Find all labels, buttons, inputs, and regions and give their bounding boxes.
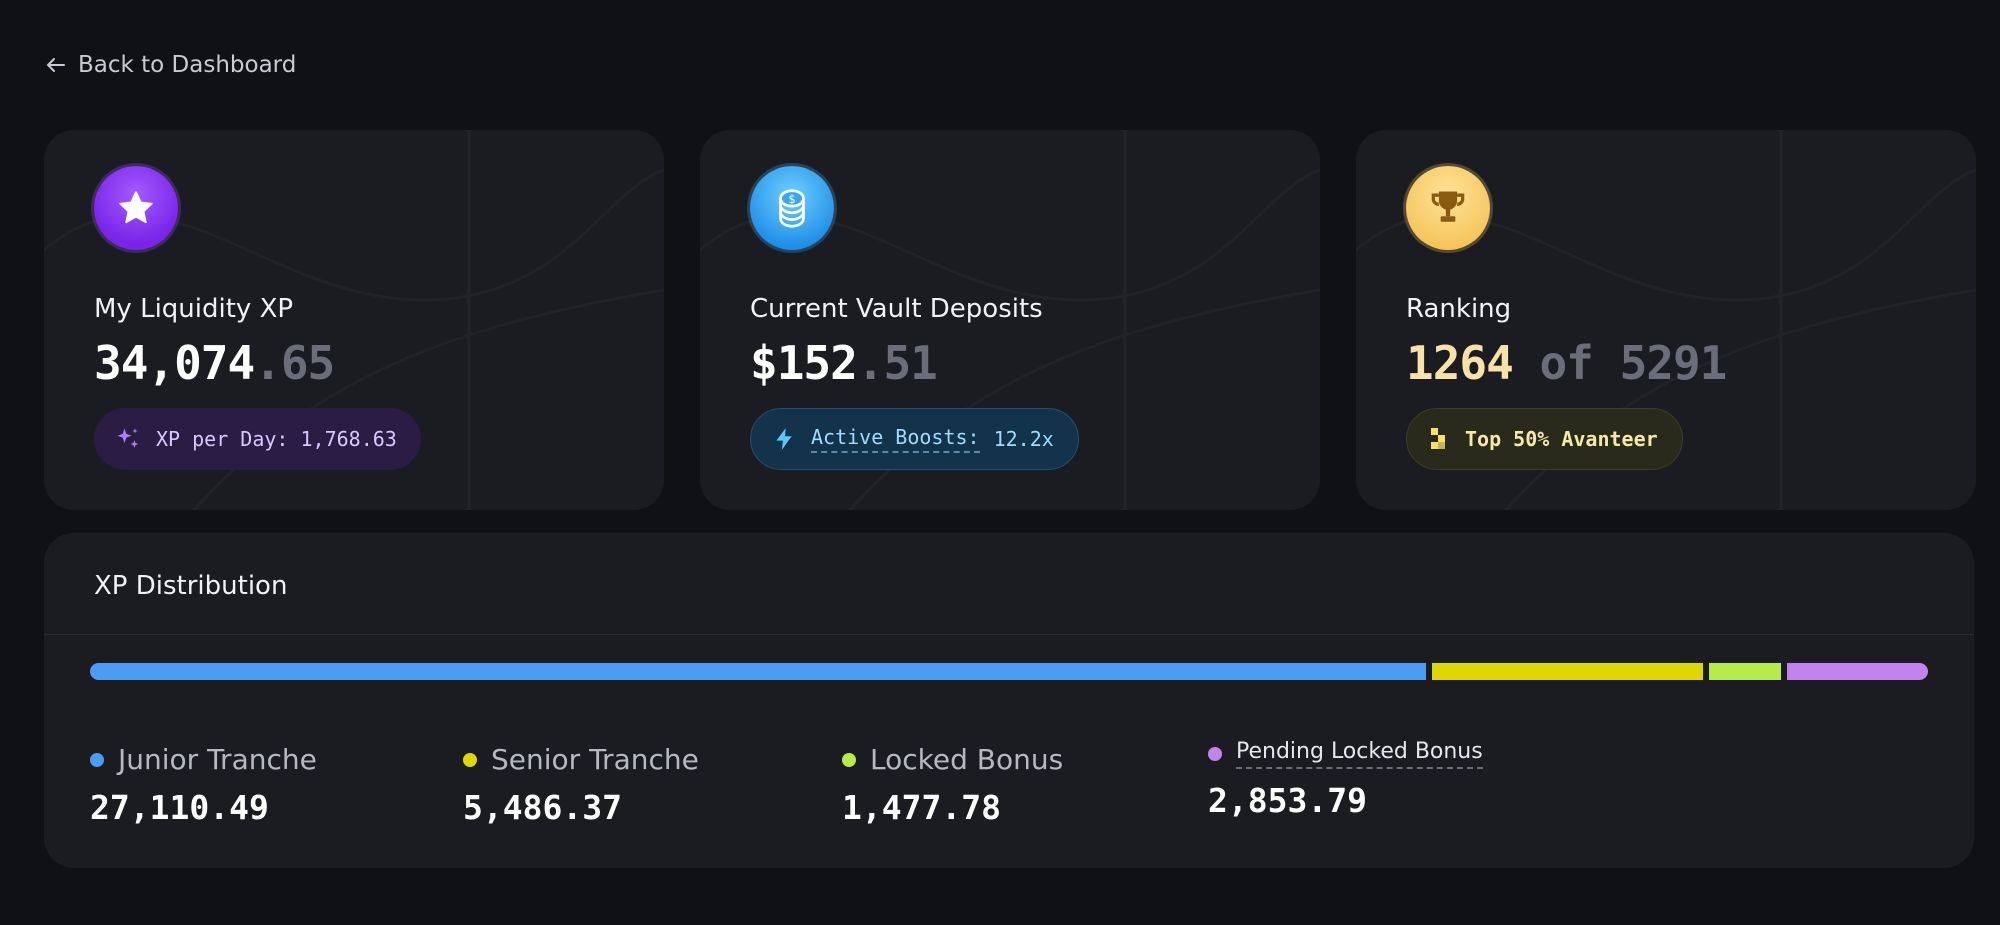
ranking-value: 1264 of 5291: [1406, 336, 1946, 390]
xp-distribution-panel: XP Distribution Junior Tranche 27,110.49…: [44, 533, 1974, 868]
legend-dot: [463, 752, 477, 767]
legend-value: 5,486.37: [463, 788, 622, 827]
svg-text:$: $: [788, 192, 795, 206]
legend-item-locked-bonus: Locked Bonus 1,477.78: [842, 743, 1063, 827]
xp-total-fraction: .65: [254, 336, 335, 390]
back-to-dashboard-link[interactable]: Back to Dashboard: [44, 52, 296, 78]
bar-segment-locked-bonus: [1708, 663, 1782, 680]
legend-item-senior-tranche: Senior Tranche 5,486.37: [463, 743, 699, 827]
card-title: My Liquidity XP: [94, 294, 294, 324]
xp-total-main: 34,074: [94, 336, 255, 390]
star-icon: [94, 166, 178, 250]
vault-deposits-card: $ Current Vault Deposits $152.51 Active …: [700, 130, 1320, 510]
liquidity-xp-card: My Liquidity XP 34,074.65 XP per Day: 1,…: [44, 130, 664, 510]
arrow-left-icon: [47, 58, 65, 72]
xp-distribution-bar: [90, 663, 1928, 680]
legend-dot: [90, 752, 104, 767]
sparkle-icon: [117, 428, 139, 448]
active-boosts-badge[interactable]: Active Boosts: 12.2x: [750, 408, 1079, 470]
lightning-icon: [776, 428, 792, 450]
back-link-label: Back to Dashboard: [78, 52, 297, 78]
legend-name: Pending Locked Bonus: [1236, 739, 1483, 769]
vault-deposit-fraction: .51: [856, 336, 938, 390]
xp-distribution-title: XP Distribution: [94, 571, 288, 601]
xp-per-day-badge: XP per Day: 1,768.63: [94, 408, 421, 470]
vault-deposit-main: $152: [750, 336, 858, 390]
bar-segment-junior-tranche: [90, 663, 1427, 680]
card-title: Ranking: [1406, 294, 1512, 324]
active-boosts-label: Active Boosts:: [811, 425, 980, 453]
card-title: Current Vault Deposits: [750, 294, 1043, 324]
vault-deposit-value: $152.51: [750, 336, 1290, 390]
legend-item-pending-locked-bonus[interactable]: Pending Locked Bonus 2,853.79: [1208, 739, 1483, 820]
legend-name: Locked Bonus: [870, 743, 1064, 776]
grid-blocks-icon: [1431, 428, 1445, 449]
legend-dot: [842, 752, 856, 767]
rank-tier-badge: Top 50% Avanteer: [1406, 408, 1683, 470]
legend-label: Pending Locked Bonus: [1208, 739, 1483, 769]
rank-total: of 5291: [1539, 336, 1727, 390]
legend-value: 2,853.79: [1208, 781, 1367, 820]
legend-dot: [1208, 747, 1222, 761]
legend-label: Junior Tranche: [90, 743, 317, 776]
xp-per-day-text: XP per Day: 1,768.63: [156, 427, 397, 451]
legend-name: Junior Tranche: [118, 743, 317, 776]
rank-tier-text: Top 50% Avanteer: [1465, 427, 1658, 451]
trophy-icon: [1406, 166, 1490, 250]
legend-item-junior-tranche: Junior Tranche 27,110.49: [90, 743, 317, 827]
legend-value: 27,110.49: [90, 788, 269, 827]
legend-value: 1,477.78: [842, 788, 1001, 827]
rank-position: 1264: [1406, 336, 1514, 390]
bar-segment-pending-locked-bonus: [1787, 663, 1928, 680]
coins-icon: $: [750, 166, 834, 250]
ranking-card: Ranking 1264 of 5291 Top 50% Avanteer: [1356, 130, 1976, 510]
legend-label: Senior Tranche: [463, 743, 699, 776]
legend-label: Locked Bonus: [842, 743, 1063, 776]
divider: [44, 634, 1974, 635]
bar-segment-senior-tranche: [1432, 663, 1703, 680]
active-boosts-value: 12.2x: [993, 427, 1054, 451]
legend-name: Senior Tranche: [491, 743, 699, 776]
xp-total-value: 34,074.65: [94, 336, 634, 390]
